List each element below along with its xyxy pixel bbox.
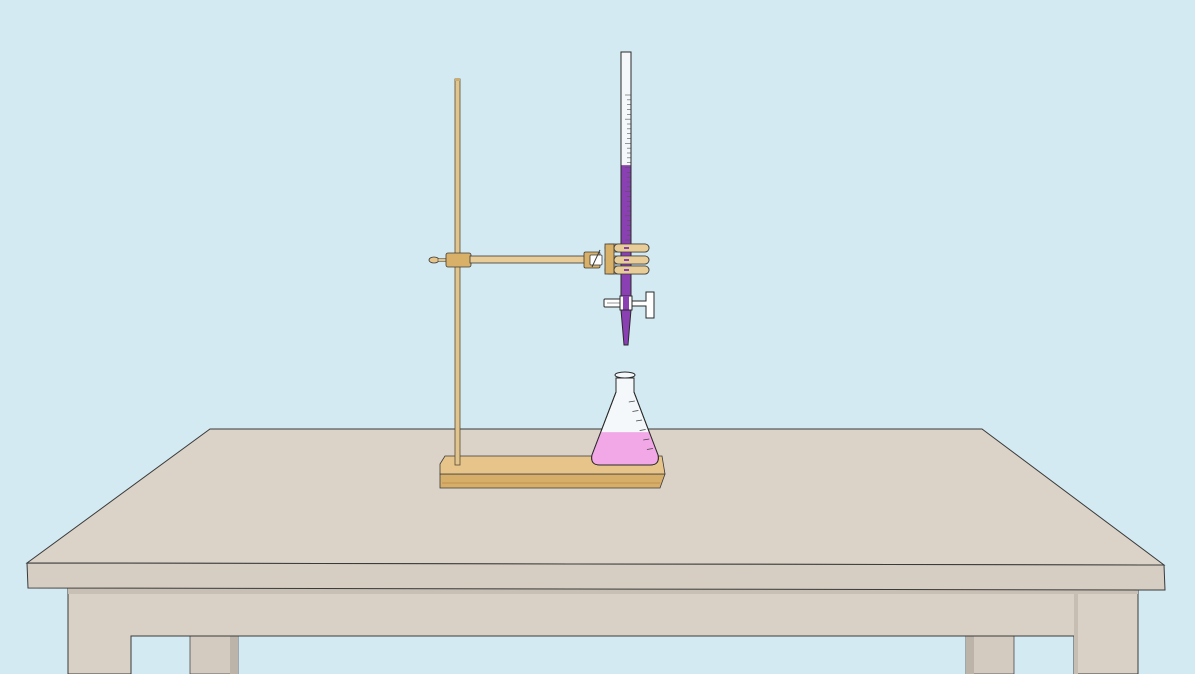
table-leg-back-right (965, 633, 1015, 674)
flask-graduation-mark (632, 410, 639, 412)
flask-graduation-mark (646, 448, 653, 450)
clamp-thumbscrew-icon[interactable] (428, 256, 440, 264)
flask-graduation-mark (639, 429, 646, 431)
flask-solution (591, 432, 659, 465)
erlenmeyer-flask (591, 371, 659, 466)
flask-graduation-mark (635, 419, 643, 422)
burette (603, 51, 655, 346)
burette-graduations (625, 94, 631, 241)
burette-tip (620, 309, 632, 346)
burette-titrant (621, 165, 631, 298)
table-front-edge (26, 562, 1166, 591)
clamp-boss-head (445, 252, 472, 268)
table-apron (67, 587, 1139, 674)
flask-graduations (628, 400, 653, 450)
burette-stopcock-icon[interactable] (603, 291, 655, 319)
stand-rod (454, 78, 461, 466)
flask-graduation-mark (643, 438, 650, 441)
flask-rim (614, 371, 636, 379)
clamp-arm (469, 255, 587, 264)
table-leg-back-left (189, 633, 239, 674)
clamp-jaw-screw-icon[interactable] (589, 249, 603, 268)
lab-table (25, 428, 1166, 674)
flask-graduation-mark (628, 400, 635, 403)
